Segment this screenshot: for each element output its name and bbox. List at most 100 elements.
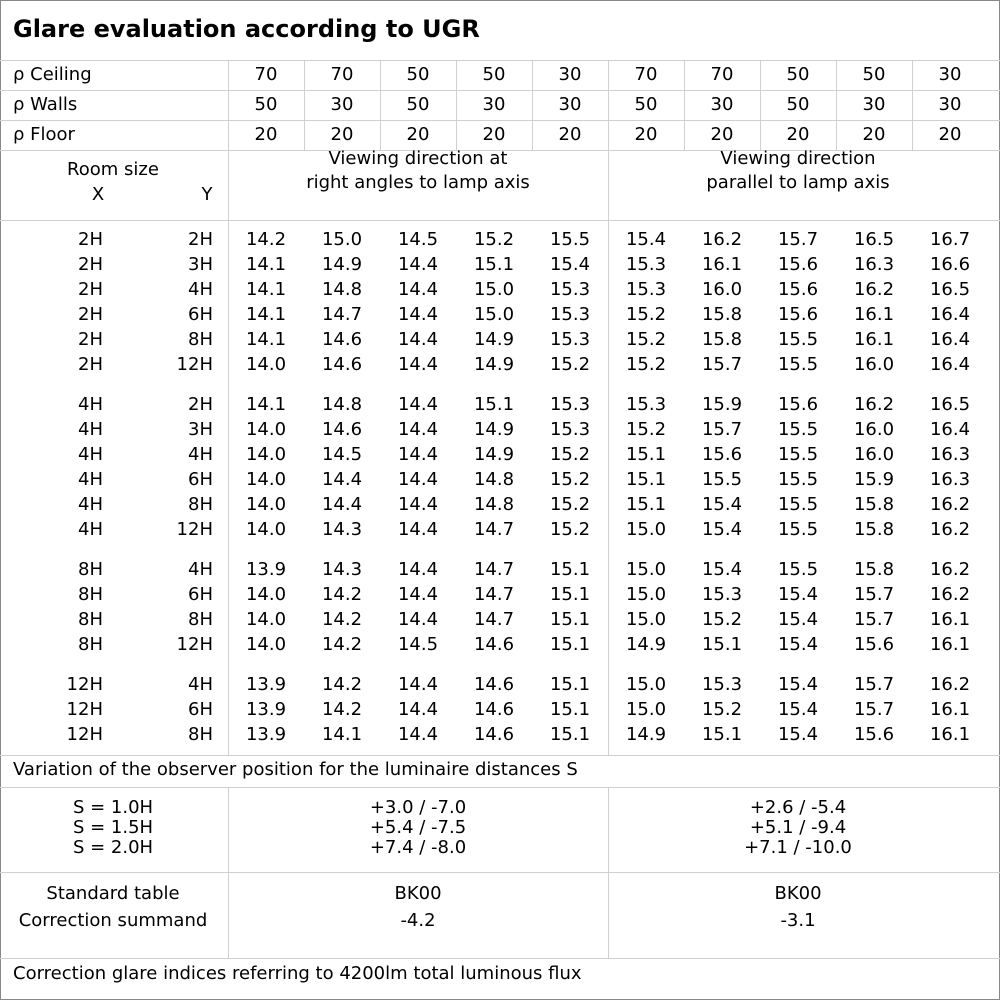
rules (0, 60, 1000, 959)
ugr-value: 13.9 (246, 674, 286, 695)
ugr-value: 15.7 (702, 419, 742, 440)
ugr-value: 15.5 (778, 329, 818, 350)
reflectance-value: 50 (787, 64, 810, 85)
reflectance-value: 20 (255, 124, 278, 145)
ugr-value: 15.5 (778, 559, 818, 580)
ugr-value: 15.1 (626, 444, 666, 465)
ugr-value: 14.2 (322, 699, 362, 720)
ugr-value: 15.8 (702, 329, 742, 350)
ugr-value: 14.4 (398, 394, 438, 415)
distance-label: S = 2.0H (73, 837, 153, 858)
ugr-value: 16.0 (854, 444, 894, 465)
reflectance-value: 20 (331, 124, 354, 145)
group-header: Viewing direction (720, 148, 875, 169)
room-x: 12H (67, 699, 103, 720)
ugr-value: 15.1 (550, 584, 590, 605)
ugr-value: 14.6 (322, 354, 362, 375)
reflectance-value: 20 (635, 124, 658, 145)
ugr-value: 14.4 (398, 279, 438, 300)
ugr-value: 14.5 (322, 444, 362, 465)
ugr-value: 15.5 (778, 494, 818, 515)
ugr-value: 15.4 (778, 699, 818, 720)
ugr-value: 15.4 (778, 634, 818, 655)
ugr-value: 14.5 (398, 229, 438, 250)
ugr-value: 14.4 (398, 724, 438, 745)
ugr-value: 14.4 (398, 519, 438, 540)
ugr-value: 15.6 (854, 634, 894, 655)
reflectance-value: 50 (635, 94, 658, 115)
ugr-value: 15.1 (550, 559, 590, 580)
ugr-value: 16.2 (702, 229, 742, 250)
reflectance-value: 30 (939, 94, 962, 115)
ugr-value: 15.0 (626, 519, 666, 540)
variation-value: +7.4 / -8.0 (370, 837, 466, 858)
group-header: right angles to lamp axis (306, 172, 530, 193)
ugr-value: 16.1 (930, 634, 970, 655)
room-y: 3H (188, 419, 213, 440)
ugr-value: 14.4 (398, 559, 438, 580)
ugr-value: 14.2 (246, 229, 286, 250)
ugr-value: 14.3 (322, 519, 362, 540)
reflectance-value: 20 (559, 124, 582, 145)
room-y: 4H (188, 279, 213, 300)
ugr-value: 15.1 (474, 254, 514, 275)
reflectance-value: 50 (863, 64, 886, 85)
ugr-value: 16.2 (930, 584, 970, 605)
room-y: 12H (177, 354, 213, 375)
standard-label: Correction summand (19, 910, 208, 931)
ugr-value: 14.9 (474, 354, 514, 375)
ugr-value: 15.4 (626, 229, 666, 250)
ugr-value: 15.6 (854, 724, 894, 745)
ugr-value: 14.2 (322, 584, 362, 605)
room-x: 4H (78, 519, 103, 540)
ugr-value: 14.4 (322, 469, 362, 490)
ugr-value: 14.4 (398, 444, 438, 465)
ugr-value: 15.1 (626, 469, 666, 490)
ugr-value: 14.0 (246, 419, 286, 440)
ugr-value: 14.9 (626, 634, 666, 655)
ugr-value: 15.2 (474, 229, 514, 250)
ugr-value: 15.3 (550, 304, 590, 325)
ugr-value: 15.5 (778, 419, 818, 440)
ugr-value: 15.1 (550, 634, 590, 655)
ugr-value: 15.1 (702, 634, 742, 655)
ugr-value: 14.4 (398, 304, 438, 325)
variation-value: +5.4 / -7.5 (370, 817, 466, 838)
distance-label: S = 1.5H (73, 817, 153, 838)
room-y: 8H (188, 329, 213, 350)
ugr-value: 15.4 (702, 559, 742, 580)
variation-value: +5.1 / -9.4 (750, 817, 846, 838)
ugr-value: 15.1 (474, 394, 514, 415)
ugr-value: 15.7 (778, 229, 818, 250)
ugr-value: 16.2 (930, 519, 970, 540)
room-x: 4H (78, 494, 103, 515)
room-y: 6H (188, 699, 213, 720)
ugr-value: 16.1 (854, 304, 894, 325)
ugr-value: 15.0 (474, 279, 514, 300)
ugr-value: 15.3 (550, 394, 590, 415)
reflectance-value: 20 (863, 124, 886, 145)
ugr-value: 15.5 (550, 229, 590, 250)
ugr-value: 16.1 (702, 254, 742, 275)
ugr-value: 16.2 (930, 559, 970, 580)
ugr-value: 15.0 (626, 699, 666, 720)
room-x: 2H (78, 279, 103, 300)
room-x: 2H (78, 304, 103, 325)
ugr-value: 15.2 (702, 609, 742, 630)
ugr-value: 15.7 (854, 609, 894, 630)
ugr-value: 16.1 (930, 609, 970, 630)
room-x: 12H (67, 724, 103, 745)
ugr-value: 15.6 (778, 304, 818, 325)
ugr-value: 15.3 (626, 279, 666, 300)
ugr-value: 14.8 (322, 279, 362, 300)
ugr-value: 14.9 (322, 254, 362, 275)
ugr-value: 15.0 (322, 229, 362, 250)
ugr-value: 15.8 (854, 494, 894, 515)
ugr-value: 14.2 (322, 634, 362, 655)
ugr-value: 15.2 (626, 354, 666, 375)
ugr-value: 16.4 (930, 329, 970, 350)
x-header: X (92, 184, 104, 205)
ugr-value: 15.4 (778, 724, 818, 745)
ugr-value: 16.2 (854, 279, 894, 300)
room-x: 2H (78, 329, 103, 350)
